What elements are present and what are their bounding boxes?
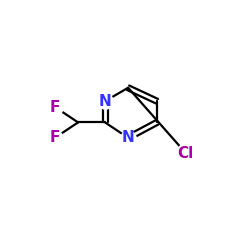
Text: N: N (99, 94, 112, 109)
Text: Cl: Cl (178, 146, 194, 161)
Text: F: F (50, 130, 60, 145)
Text: N: N (122, 130, 134, 145)
Text: F: F (50, 100, 60, 114)
